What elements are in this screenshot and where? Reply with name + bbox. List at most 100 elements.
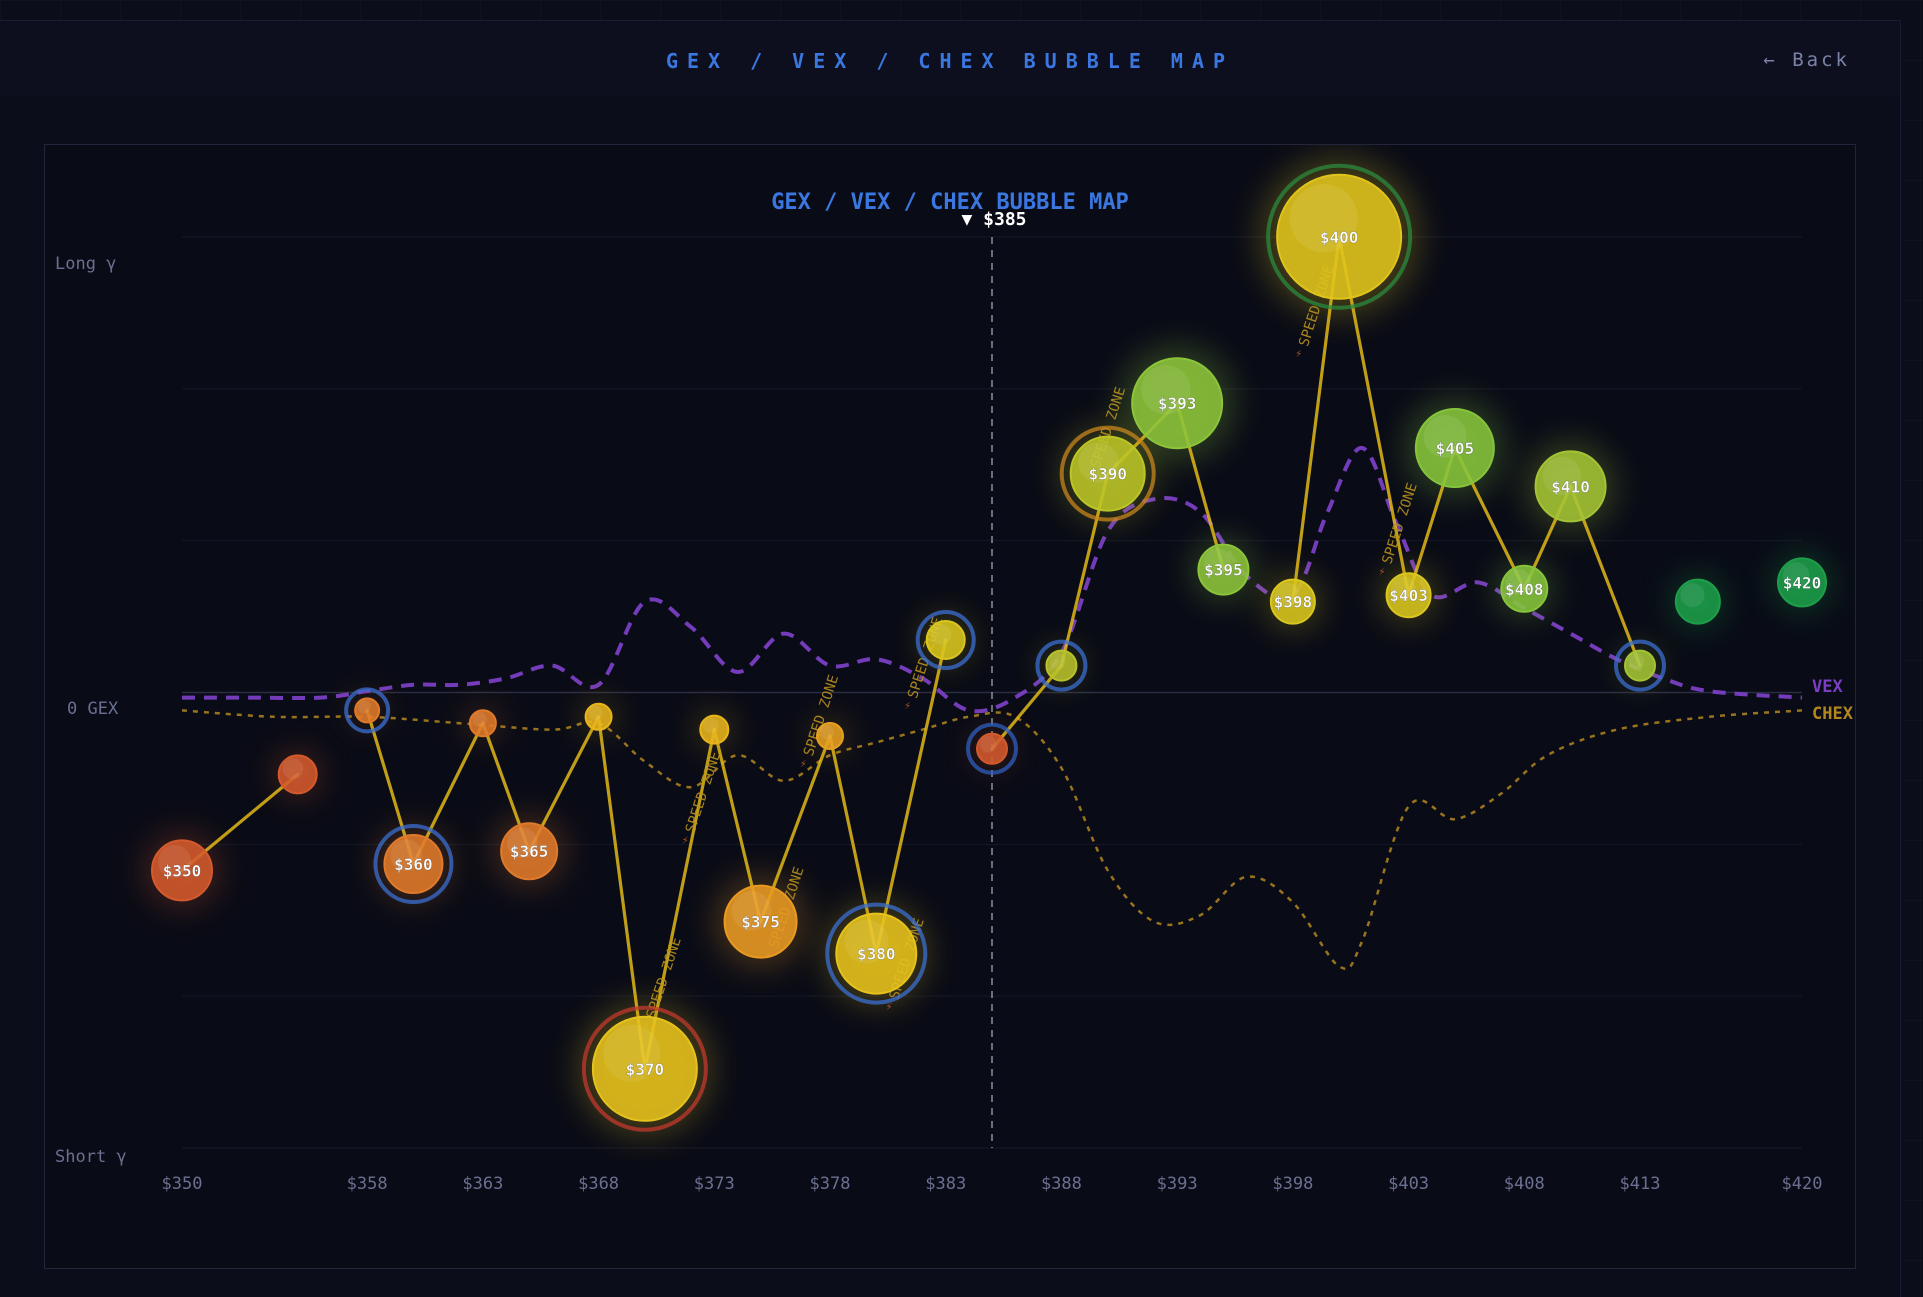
- bubble-highlight: [282, 758, 304, 780]
- page-title: GEX / VEX / CHEX BUBBLE MAP: [665, 49, 1235, 73]
- bubble: [1414, 408, 1495, 488]
- bubble-label: $395: [1204, 561, 1243, 580]
- bubble: [383, 834, 444, 894]
- bubble: [1045, 649, 1078, 682]
- bubble-ring: [1614, 639, 1666, 692]
- x-tick-label: $388: [1041, 1174, 1082, 1194]
- bubble-label: $370: [626, 1060, 665, 1079]
- y-label-long-gamma: Long γ: [55, 254, 116, 274]
- bubble-ring: [1035, 639, 1088, 692]
- bubble-label: $398: [1274, 593, 1313, 612]
- bubble-label: $408: [1505, 580, 1544, 599]
- bubble-highlight: [158, 844, 191, 878]
- bubble: [1500, 564, 1549, 613]
- bubble-highlight: [390, 839, 423, 872]
- bubble-highlight: [588, 705, 603, 721]
- bubble-highlight: [1542, 456, 1582, 496]
- spot-price-label: ▼ $385: [961, 209, 1026, 230]
- bubble-highlight: [1423, 414, 1467, 458]
- bubble: [723, 884, 798, 959]
- bubble-label: $400: [1320, 228, 1359, 247]
- bubble-chart: GEX / VEX / CHEX BUBBLE MAP ▼ $385 Long …: [55, 156, 1854, 1194]
- bubble-label: $410: [1551, 477, 1590, 496]
- back-button[interactable]: ← Back: [1763, 49, 1850, 71]
- bubble: [1276, 173, 1403, 300]
- bubble: [976, 732, 1008, 765]
- plot-area: $350 $358 $363 $368 $373 $378 $383 $388 $393 $398…: [143, 156, 1854, 1194]
- bubble: [1674, 578, 1721, 625]
- x-tick-label: $393: [1157, 1174, 1198, 1194]
- bubble: [1197, 543, 1250, 596]
- bubble: [816, 722, 844, 750]
- bubble: [1069, 435, 1146, 512]
- bubble: [468, 709, 497, 738]
- bubble-highlight: [1390, 576, 1416, 601]
- bubble-highlight: [1680, 582, 1705, 608]
- bubble-highlight: [930, 623, 952, 645]
- bubble-ring: [581, 1005, 708, 1132]
- bubble-ring: [1266, 163, 1413, 310]
- x-tick-label: $378: [810, 1174, 851, 1194]
- bubble-label: $393: [1158, 394, 1197, 413]
- bubble-ring: [373, 824, 454, 904]
- bubble: [699, 714, 730, 745]
- speed-zone-label: SPEED ZONE: [683, 750, 724, 835]
- chex-curve: [181, 709, 1803, 971]
- bubble-highlight: [819, 724, 834, 740]
- bubble-ring: [344, 687, 391, 734]
- y-label-short-gamma: Short γ: [55, 1147, 127, 1167]
- speed-link: [874, 638, 948, 956]
- speed-zone-icon: ⚡: [800, 757, 807, 770]
- bubble-highlight: [703, 717, 719, 734]
- bubble-highlight: [980, 736, 997, 753]
- bubble-label: $350: [163, 861, 202, 880]
- bubble-highlight: [357, 700, 371, 714]
- bubble-label: $420: [1783, 573, 1822, 592]
- bubble-ring: [966, 722, 1018, 775]
- bubble-label: $365: [510, 842, 549, 861]
- x-tick-label: $373: [694, 1174, 735, 1194]
- bubble-highlight: [1782, 562, 1810, 589]
- bubble: [584, 702, 613, 731]
- bubble-ring: [915, 610, 976, 670]
- vex-curve: [182, 446, 1803, 714]
- bubble-highlight: [1141, 364, 1191, 415]
- bubble: [1624, 649, 1656, 682]
- bubble-ring: [825, 902, 928, 1005]
- bubble: [925, 620, 966, 660]
- x-tick-label: $350: [162, 1174, 203, 1194]
- speed-zone-icon: ⚡: [1379, 565, 1386, 578]
- bubble-label: $405: [1436, 439, 1475, 458]
- bubble: [277, 754, 318, 795]
- bubble-highlight: [506, 827, 538, 859]
- legend-chex: CHEX: [1812, 704, 1854, 724]
- speed-link: [643, 727, 716, 1071]
- chart-panel: GEX / VEX / CHEX BUBBLE MAP ▼ $385 Long …: [44, 144, 1856, 1269]
- legend-vex: VEX: [1812, 677, 1843, 697]
- chart-title: GEX / VEX / CHEX BUBBLE MAP: [771, 190, 1129, 215]
- top-bar: GEX / VEX / CHEX BUBBLE MAP ← Back: [0, 20, 1901, 98]
- x-tick-label: $403: [1388, 1174, 1429, 1194]
- bubble: [835, 912, 918, 995]
- bubble: [1269, 578, 1316, 625]
- bubble-highlight: [1628, 652, 1645, 670]
- bubble-label: $380: [857, 945, 896, 964]
- bubble-highlight: [472, 712, 487, 727]
- bubble-label: $375: [741, 913, 780, 932]
- x-tick-label: $368: [578, 1174, 619, 1194]
- x-tick-label: $413: [1620, 1174, 1661, 1194]
- bubble: [1534, 450, 1607, 523]
- x-tick-label: $398: [1272, 1174, 1313, 1194]
- bubble-highlight: [1505, 569, 1532, 595]
- bubble: [591, 1015, 698, 1122]
- y-label-zero-gex: 0 GEX: [67, 699, 119, 719]
- speed-zone-icon: ⚡: [886, 1000, 893, 1013]
- x-tick-label: $408: [1504, 1174, 1545, 1194]
- bubble-highlight: [603, 1024, 661, 1082]
- bubble-highlight: [731, 891, 772, 931]
- bubble-highlight: [1078, 442, 1119, 483]
- bubble: [1777, 557, 1827, 608]
- bubble: [151, 839, 213, 902]
- speed-zone-icon: ⚡: [682, 834, 689, 847]
- bubble-highlight: [844, 919, 889, 964]
